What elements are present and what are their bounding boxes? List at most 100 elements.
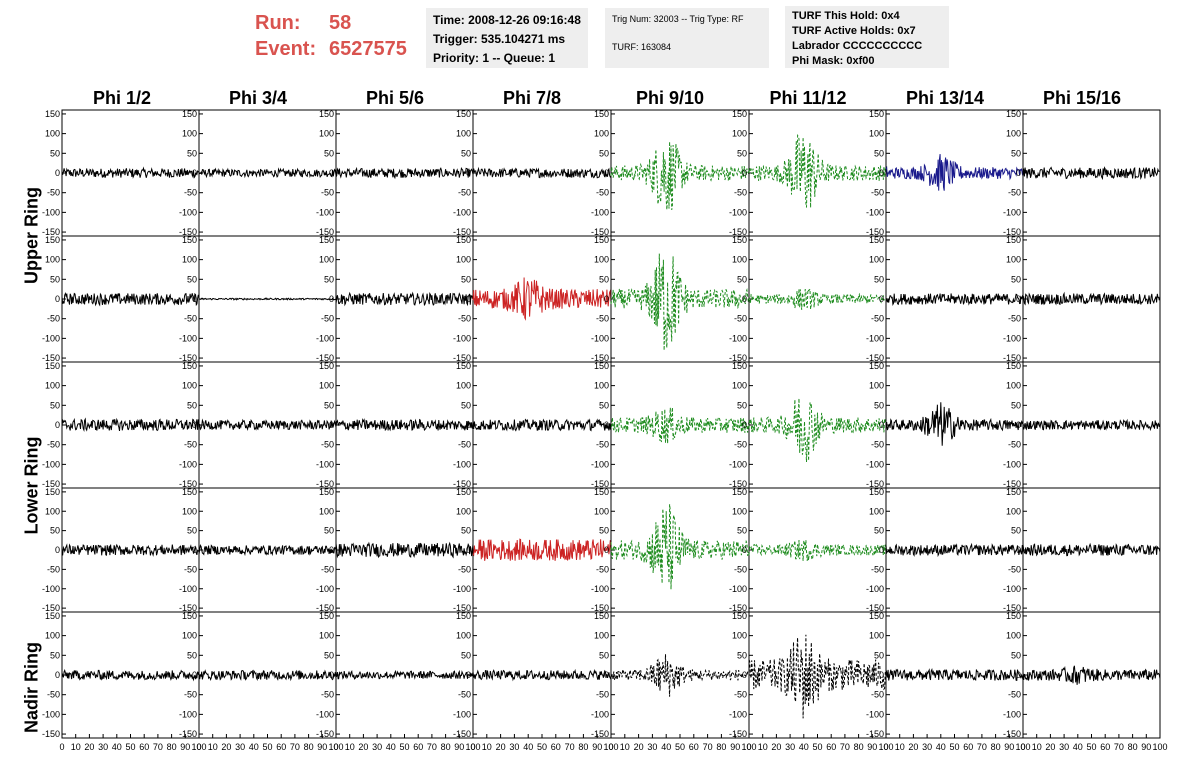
- y-tick-label: 50: [874, 650, 884, 660]
- waveform-trace: [198, 669, 337, 682]
- y-tick-label: -100: [1003, 207, 1021, 217]
- y-tick-label: 0: [604, 545, 609, 555]
- phi-mask-line: Phi Mask: 0xf00: [792, 55, 875, 67]
- y-tick-label: -100: [42, 207, 60, 217]
- y-tick-label: 150: [45, 235, 60, 245]
- y-tick-label: 50: [50, 148, 60, 158]
- x-tick-label: 50: [125, 742, 135, 752]
- y-tick-label: 150: [456, 361, 471, 371]
- y-tick-label: -50: [1008, 440, 1021, 450]
- y-tick-label: 50: [1011, 148, 1021, 158]
- y-tick-label: -50: [1008, 564, 1021, 574]
- y-tick-label: -50: [47, 314, 60, 324]
- y-tick-label: 150: [456, 235, 471, 245]
- y-tick-label: 50: [50, 274, 60, 284]
- waveform-trace: [472, 668, 612, 682]
- waveform-trace: [748, 539, 887, 561]
- y-tick-label: -50: [871, 690, 884, 700]
- y-tick-label: 0: [192, 168, 197, 178]
- x-tick-label: 60: [551, 742, 561, 752]
- y-tick-label: 100: [182, 506, 197, 516]
- x-tick-label: 80: [1128, 742, 1138, 752]
- y-tick-label: 150: [594, 109, 609, 119]
- waveform-trace: [610, 504, 750, 590]
- y-tick-label: 150: [456, 611, 471, 621]
- y-tick-label: -50: [321, 314, 334, 324]
- x-tick-label: 50: [1086, 742, 1096, 752]
- x-tick-label: 40: [936, 742, 946, 752]
- waveform-trace: [198, 167, 337, 179]
- y-tick-label: 100: [732, 255, 747, 265]
- x-tick-label: 100: [328, 742, 343, 752]
- x-tick-label: 0: [608, 742, 613, 752]
- y-tick-label: -100: [1003, 459, 1021, 469]
- y-tick-label: -100: [316, 584, 334, 594]
- y-tick-label: 100: [869, 255, 884, 265]
- y-tick-label: 150: [182, 611, 197, 621]
- y-tick-label: 100: [594, 255, 609, 265]
- x-tick-label: 10: [208, 742, 218, 752]
- x-tick-label: 90: [454, 742, 464, 752]
- y-tick-label: -150: [729, 479, 747, 489]
- y-tick-label: 0: [742, 294, 747, 304]
- y-tick-label: 150: [869, 109, 884, 119]
- y-tick-label: 50: [737, 148, 747, 158]
- y-tick-label: -50: [596, 564, 609, 574]
- y-tick-label: 0: [604, 670, 609, 680]
- y-tick-label: 150: [1006, 235, 1021, 245]
- y-tick-label: -50: [596, 188, 609, 198]
- y-tick-label: -150: [179, 353, 197, 363]
- y-tick-label: -100: [866, 709, 884, 719]
- x-tick-label: 70: [290, 742, 300, 752]
- y-tick-label: -100: [1003, 584, 1021, 594]
- y-tick-label: -50: [871, 564, 884, 574]
- x-tick-label: 50: [812, 742, 822, 752]
- y-tick-label: 150: [1006, 109, 1021, 119]
- y-tick-label: -150: [179, 729, 197, 739]
- y-tick-label: -100: [591, 709, 609, 719]
- x-tick-label: 100: [741, 742, 756, 752]
- y-tick-label: -50: [184, 188, 197, 198]
- y-tick-label: -100: [1003, 333, 1021, 343]
- y-tick-label: -100: [729, 709, 747, 719]
- y-tick-label: -50: [321, 690, 334, 700]
- y-tick-label: 50: [187, 650, 197, 660]
- x-tick-label: 80: [578, 742, 588, 752]
- y-tick-label: -150: [591, 729, 609, 739]
- y-tick-label: -50: [47, 564, 60, 574]
- y-tick-label: -100: [42, 709, 60, 719]
- waveform-trace: [1022, 291, 1161, 306]
- x-tick-label: 30: [785, 742, 795, 752]
- y-tick-label: 0: [55, 294, 60, 304]
- y-tick-label: 150: [594, 235, 609, 245]
- y-tick-label: -150: [316, 603, 334, 613]
- x-tick-label: 10: [758, 742, 768, 752]
- y-tick-label: -50: [321, 188, 334, 198]
- y-tick-label: 50: [187, 526, 197, 536]
- x-tick-label: 90: [867, 742, 877, 752]
- waveform-trace: [335, 669, 474, 680]
- time-panel: Time: 2008-12-26 09:16:48 Trigger: 535.1…: [426, 8, 588, 68]
- waveform-trace: [748, 133, 887, 208]
- y-tick-label: 50: [737, 400, 747, 410]
- y-tick-label: 150: [1006, 361, 1021, 371]
- waveform-trace: [1022, 166, 1161, 181]
- x-tick-label: 30: [647, 742, 657, 752]
- waveform-trace: [885, 293, 1024, 306]
- y-tick-label: -100: [591, 459, 609, 469]
- y-tick-label: 100: [456, 129, 471, 139]
- column-label-phi-1-2: Phi 1/2: [92, 88, 152, 108]
- y-tick-label: -50: [184, 314, 197, 324]
- y-tick-label: 100: [182, 129, 197, 139]
- y-tick-label: 150: [1006, 611, 1021, 621]
- y-tick-label: 50: [187, 274, 197, 284]
- y-tick-label: 0: [192, 545, 197, 555]
- y-tick-label: -100: [591, 333, 609, 343]
- column-label-phi-11-12: Phi 11/12: [769, 88, 847, 108]
- y-tick-label: -100: [316, 333, 334, 343]
- y-tick-label: 150: [319, 109, 334, 119]
- y-tick-label: -150: [42, 227, 60, 237]
- y-tick-label: 50: [324, 400, 334, 410]
- x-tick-label: 30: [235, 742, 245, 752]
- y-tick-label: -150: [1003, 227, 1021, 237]
